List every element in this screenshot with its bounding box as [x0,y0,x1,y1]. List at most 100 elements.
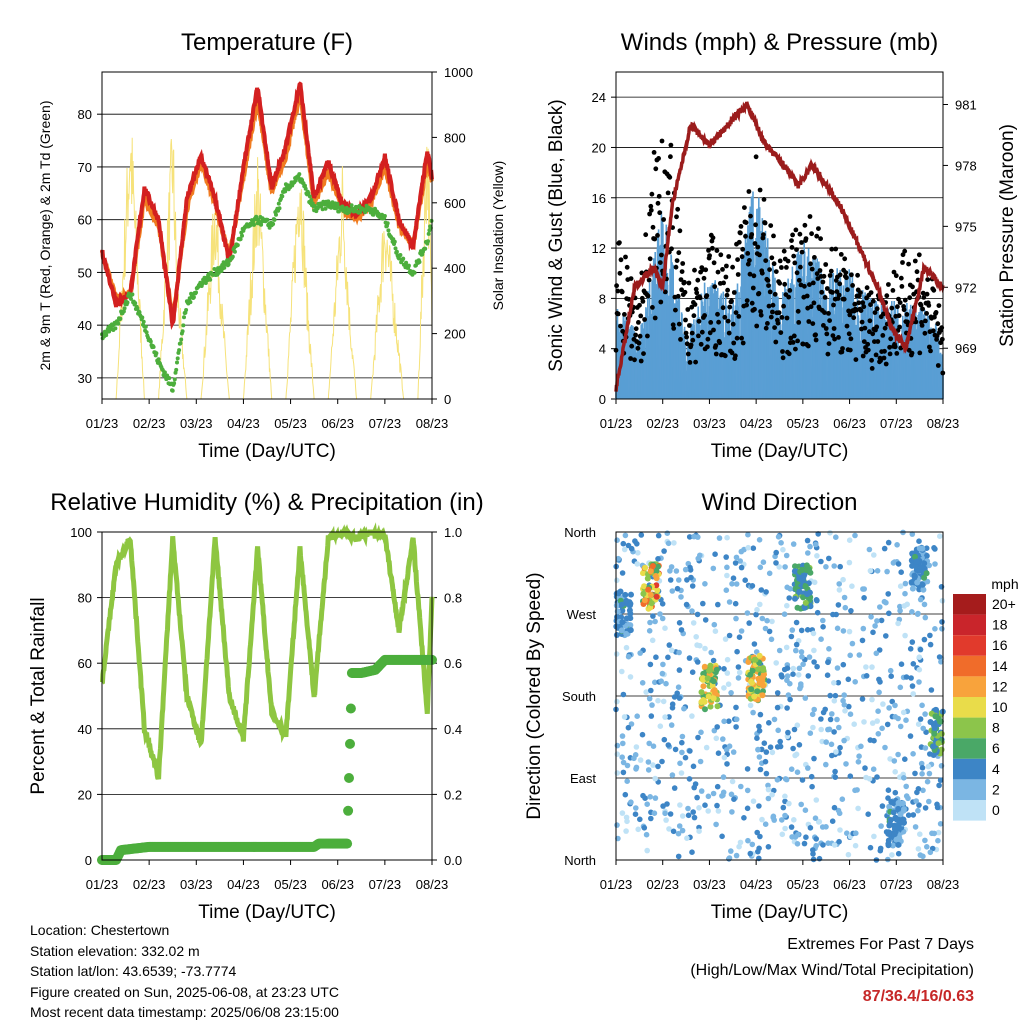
station-info: Location: Chestertown Station elevation:… [30,920,339,1023]
direction-point [931,725,938,732]
direction-point [730,575,737,581]
direction-point [745,531,751,538]
gust-point [696,318,702,324]
direction-point [649,563,656,569]
gust-point [768,314,774,320]
gust-point [833,246,839,252]
direction-point [647,591,654,598]
direction-point [870,629,876,636]
gust-point [868,290,874,295]
direction-point [842,708,848,714]
x-tick-label: 08/23 [927,416,960,431]
gust-point [887,351,893,357]
gust-point [740,340,746,346]
direction-point [759,692,766,699]
direction-point [644,847,650,854]
dewpoint-point [371,212,376,217]
direction-point [751,693,758,700]
x-tick-label: 05/23 [274,877,307,892]
direction-point [859,637,866,644]
direction-point [856,652,863,658]
gust-point [676,250,682,256]
y-tick-label: 20 [78,787,92,802]
y2-tick-label: 400 [444,261,466,276]
dewpoint-point [175,356,180,361]
direction-point [653,654,659,660]
plot-border [101,531,433,861]
direction-point [623,597,630,604]
direction-point [823,824,829,830]
gust-point [699,329,705,335]
direction-point [877,847,884,854]
direction-point [802,583,809,590]
direction-point [620,540,627,547]
gust-point [836,292,842,298]
gust-point [655,200,661,206]
direction-point [696,805,702,811]
figure-created: Figure created on Sun, 2025-06-08, at 23… [30,983,339,1000]
gust-point [852,301,858,307]
gust-point [648,207,654,213]
direction-point [669,588,676,594]
direction-point [805,550,811,556]
direction-point [679,733,686,740]
y-tick-label: 50 [78,265,92,280]
direction-point [714,783,721,790]
direction-point [777,743,784,750]
direction-point [816,818,823,825]
x-tick-label: 02/23 [646,877,679,892]
direction-point [704,675,711,682]
direction-point [624,778,630,784]
gust-point [841,296,847,302]
direction-point [813,797,820,803]
direction-point [843,761,849,767]
gust-point [643,232,649,238]
gust-point [641,351,646,356]
gust-point [655,233,660,238]
gust-point [886,282,891,287]
direction-point [929,830,935,837]
direction-point [757,711,764,718]
gust-point [677,228,683,234]
station-elevation: Station elevation: 332.02 m [30,942,200,959]
direction-point [833,534,839,540]
y2-tick-label: 800 [444,130,466,145]
direction-point [934,801,940,808]
direction-point [936,782,942,789]
gust-point [873,352,879,358]
direction-point [931,545,937,551]
direction-point [633,766,639,772]
direction-point [773,560,779,566]
gust-point [683,317,688,323]
direction-point [750,545,757,551]
direction-point [938,730,945,737]
gust-point [617,240,622,246]
y2-tick-label: 981 [955,97,977,112]
direction-point [719,833,725,840]
direction-point [623,828,629,834]
direction-point [760,667,767,673]
direction-point [733,716,740,723]
legend-swatch [953,635,986,656]
direction-point [623,615,630,622]
direction-point [637,816,643,823]
gust-point [936,303,942,308]
gust-point [926,303,932,308]
direction-point [662,810,668,817]
direction-point [758,587,765,593]
direction-point [614,770,621,776]
direction-point [640,570,646,577]
direction-point [862,765,868,771]
gust-point [687,360,693,365]
direction-point [834,665,841,671]
gust-point [727,304,733,310]
gust-point [759,270,765,276]
direction-point [667,577,674,583]
direction-point [911,573,918,580]
direction-point [807,825,814,831]
direction-point [710,790,717,797]
direction-point [919,702,925,709]
gust-point [882,325,888,331]
direction-point [613,632,620,638]
direction-point [805,765,811,771]
